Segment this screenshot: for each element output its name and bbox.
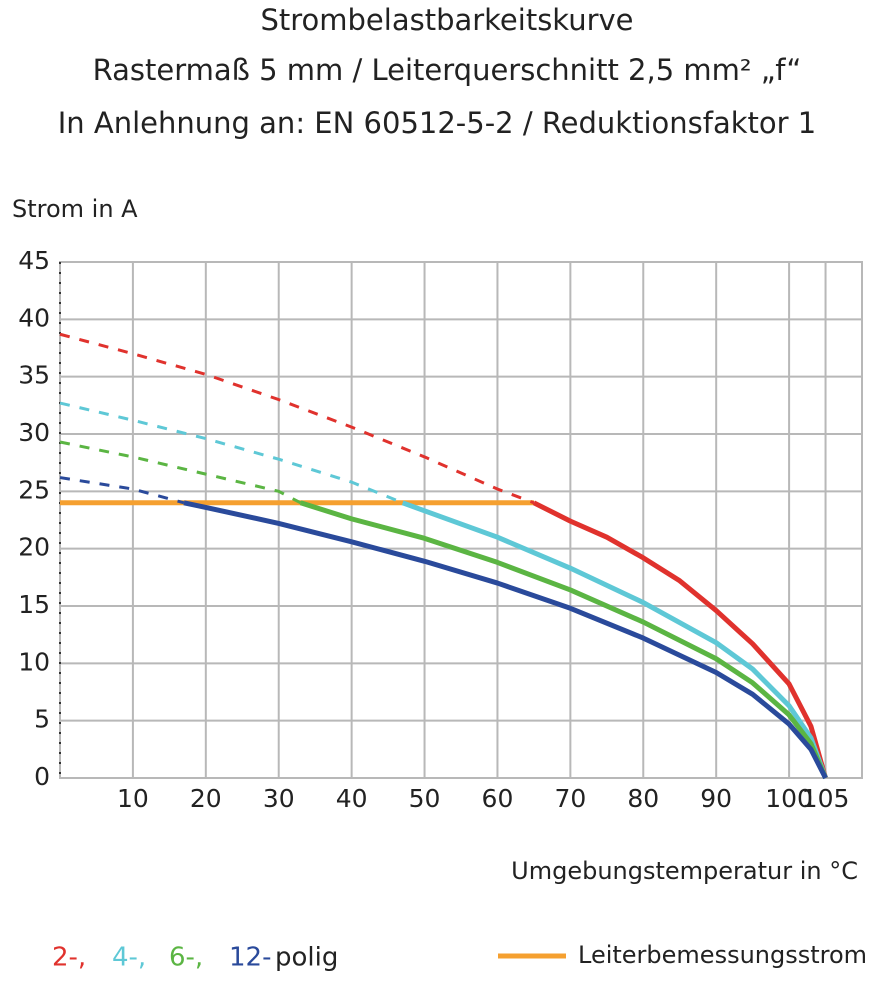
- series-extrapolation: [59, 332, 535, 505]
- chart-subtitle: Rastermaß 5 mm / Leiterquerschnitt 2,5 m…: [93, 53, 802, 87]
- y-tick-label: 10: [18, 647, 50, 676]
- x-tick-label: 90: [700, 784, 732, 813]
- series-extrapolation: [59, 476, 185, 505]
- legend-label: 12-: [229, 943, 271, 973]
- plot-frame: [59, 261, 863, 779]
- x-axis-label: Umgebungstemperatur in °C: [511, 857, 858, 885]
- x-tick-label: 50: [409, 784, 441, 813]
- y-tick-label: 5: [34, 705, 50, 734]
- x-tick-label: 10: [117, 784, 149, 813]
- y-tick-label: 45: [18, 246, 50, 275]
- legend-label: 6-,: [169, 943, 203, 973]
- x-tick-label: 20: [190, 784, 222, 813]
- x-tick-label: 100: [765, 784, 813, 813]
- chart-title: Strombelastbarkeitskurve: [260, 3, 633, 37]
- series-line: [299, 500, 828, 779]
- y-tick-label: 35: [18, 361, 50, 390]
- y-tick-label: 40: [18, 303, 50, 332]
- legend-label: 2-,: [52, 943, 86, 973]
- x-tick-label: 70: [554, 784, 586, 813]
- y-tick-label: 0: [34, 762, 50, 791]
- chart-subtitle: In Anlehnung an: EN 60512-5-2 / Reduktio…: [58, 106, 817, 140]
- series-line: [532, 500, 828, 779]
- y-axis-label: Strom in A: [12, 195, 138, 223]
- y-tick-label: 20: [18, 533, 50, 562]
- series-line: [183, 500, 828, 780]
- x-tick-label: 60: [482, 784, 514, 813]
- y-tick-label: 30: [18, 418, 50, 447]
- series-line: [401, 500, 828, 779]
- series-extrapolation: [59, 440, 302, 505]
- legend-label: polig: [275, 943, 338, 973]
- y-tick-label: 15: [18, 590, 50, 619]
- x-tick-label: 105: [802, 784, 850, 813]
- x-tick-label: 80: [627, 784, 659, 813]
- x-tick-label: 30: [263, 784, 295, 813]
- x-tick-label: 40: [336, 784, 368, 813]
- legend-label: Leiterbemessungsstrom: [578, 941, 867, 969]
- series-extrapolation: [59, 401, 404, 505]
- y-tick-label: 25: [18, 475, 50, 504]
- legend-label: 4-,: [112, 943, 146, 973]
